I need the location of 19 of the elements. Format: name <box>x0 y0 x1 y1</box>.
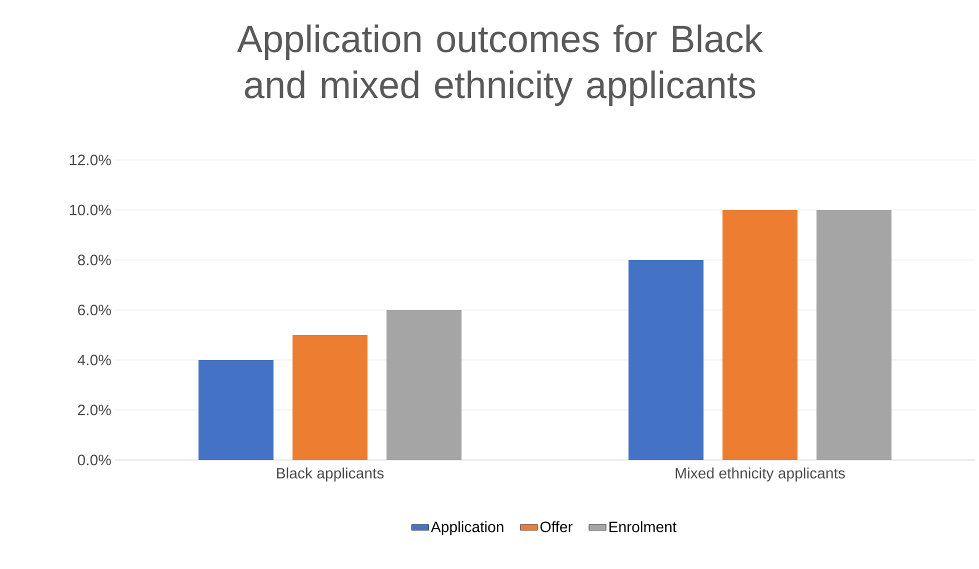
y-tick-label: 2.0% <box>78 404 111 416</box>
legend-label: Offer <box>540 521 573 532</box>
y-tick-label: 4.0% <box>78 354 111 366</box>
y-tick-label: 0.0% <box>78 454 111 466</box>
y-tick-label: 10.0% <box>70 204 111 216</box>
y-tick-label: 8.0% <box>78 254 111 266</box>
chart-title: Application outcomes for Black and mixed ethnicity applicants <box>237 24 763 106</box>
y-tick-label: 6.0% <box>78 304 111 316</box>
bar <box>198 360 274 460</box>
x-tick-label: Black applicants <box>277 468 384 482</box>
y-tick-label: 12.0% <box>70 154 111 166</box>
bar <box>292 334 368 460</box>
legend-label: Enrolment <box>609 521 676 532</box>
bar <box>816 210 892 460</box>
x-tick-label: Mixed ethnicity applicants <box>676 468 845 482</box>
bar <box>386 310 462 460</box>
legend-label: Application <box>430 521 504 536</box>
bar <box>722 210 798 460</box>
bar <box>628 260 704 460</box>
